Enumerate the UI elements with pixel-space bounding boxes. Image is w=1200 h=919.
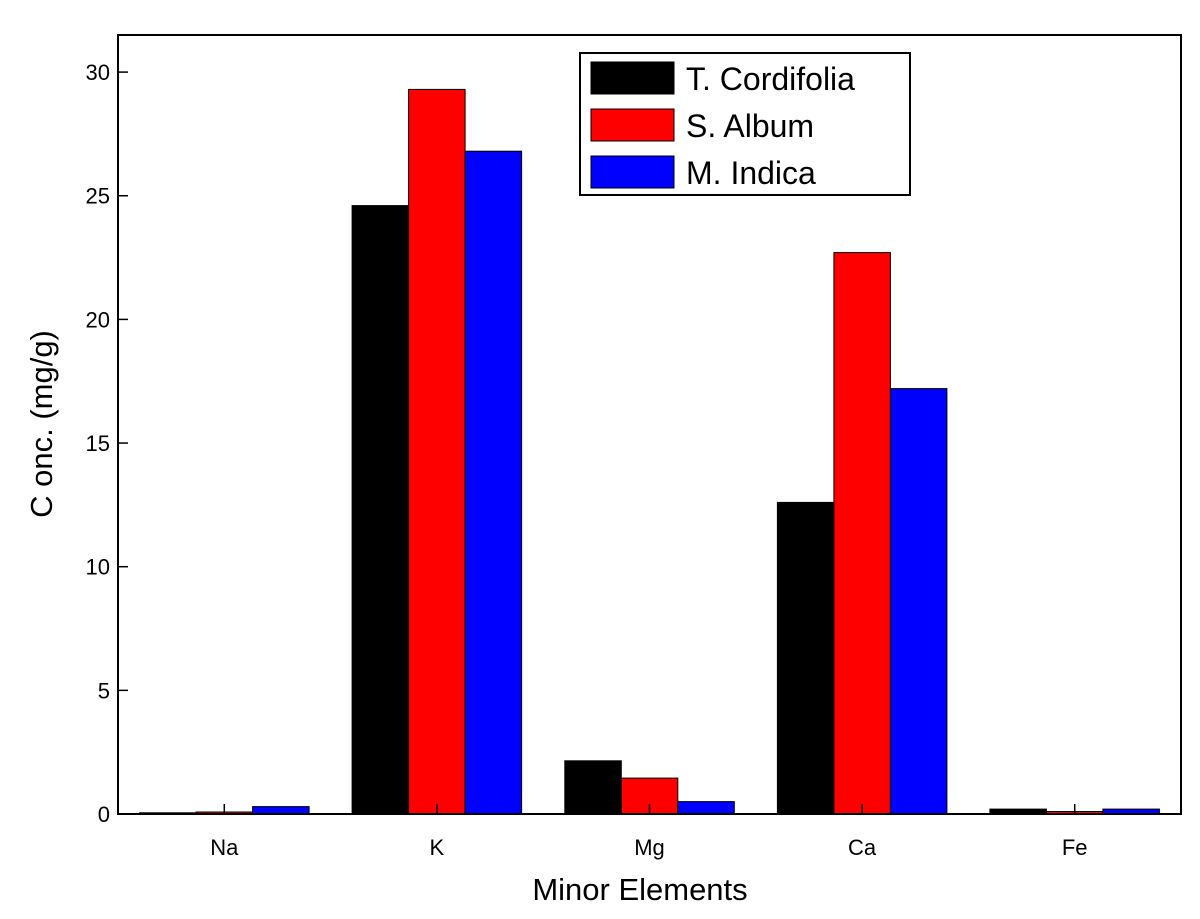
bar-ca-t-cordifolia <box>776 501 835 815</box>
bar-k-m-indica <box>464 150 523 815</box>
legend-swatch-m-indica <box>590 155 675 189</box>
y-axis-title: C onc. (mg/g) <box>24 330 59 518</box>
y-tick-label: 30 <box>86 60 110 85</box>
x-tick-label-mg: Mg <box>634 835 665 860</box>
axis-ticks: 0 5 10 15 20 25 30 Na K Mg Ca Fe <box>86 60 1088 860</box>
bar-mg-t-cordifolia <box>564 760 622 815</box>
legend-label-m-indica: M. Indica <box>686 155 816 191</box>
y-tick-label: 10 <box>86 555 110 580</box>
x-axis-title: Minor Elements <box>532 872 747 907</box>
legend-label-s-album: S. Album <box>686 108 814 144</box>
legend-label-t-cordifolia: T. Cordifolia <box>686 61 855 97</box>
legend: T. Cordifolia S. Album M. Indica <box>579 52 911 196</box>
x-tick-label-fe: Fe <box>1062 835 1088 860</box>
bars <box>139 88 1160 815</box>
x-tick-label-ca: Ca <box>848 835 877 860</box>
legend-swatch-t-cordifolia <box>590 61 675 95</box>
legend-swatch-s-album <box>590 108 675 142</box>
x-tick-label-k: K <box>430 835 445 860</box>
y-tick-label: 5 <box>98 678 110 703</box>
plot-frame <box>117 34 1182 815</box>
bar-k-t-cordifolia <box>351 205 410 815</box>
bar-ca-m-indica <box>889 388 948 815</box>
bar-k-s-album <box>408 88 466 815</box>
bar-na-m-indica <box>252 806 310 815</box>
bar-ca-s-album <box>833 252 891 815</box>
bar-mg-m-indica <box>677 801 735 815</box>
y-tick-label: 0 <box>98 802 110 827</box>
y-tick-label: 15 <box>86 431 110 456</box>
y-tick-label: 20 <box>86 307 110 332</box>
y-tick-label: 25 <box>86 184 110 209</box>
x-tick-label-na: Na <box>210 835 239 860</box>
